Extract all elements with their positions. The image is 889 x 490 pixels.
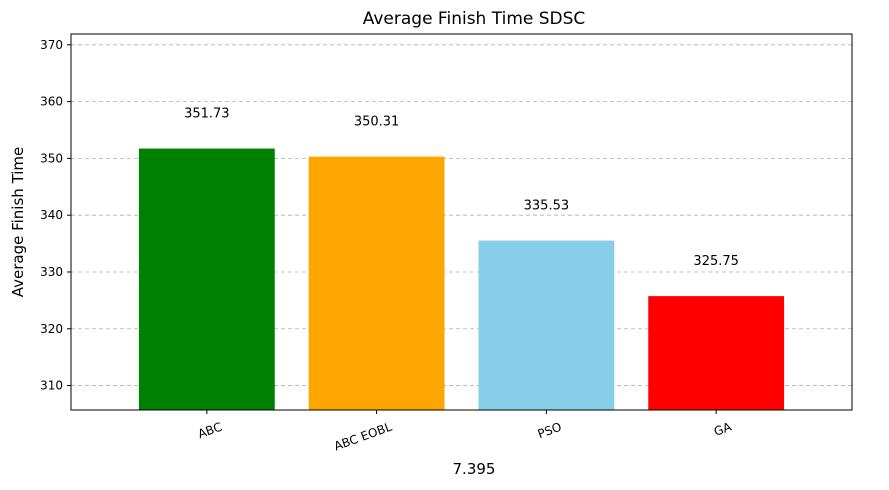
y-tick-label: 310 (40, 379, 63, 393)
bar (648, 296, 785, 410)
data-label: 350.31 (354, 115, 400, 130)
x-tick-label: GA (712, 419, 734, 438)
data-label: 335.53 (524, 199, 570, 214)
data-labels: 351.73 350.31 335.53 325.75 (184, 107, 739, 270)
bar (478, 240, 615, 410)
y-tick-label: 360 (40, 95, 63, 109)
y-tick-label: 350 (40, 151, 63, 165)
y-axis-ticks: 310 320 330 340 350 360 370 (40, 38, 71, 393)
y-tick-label: 330 (40, 265, 63, 279)
x-axis-ticks: ABC ABC EOBL PSO GA (196, 410, 734, 453)
y-tick-label: 340 (40, 208, 63, 222)
x-tick-label: PSO (536, 420, 564, 441)
y-tick-label: 320 (40, 322, 63, 336)
plot-frame (70, 33, 853, 411)
bar (138, 148, 275, 410)
y-tick-label: 370 (40, 38, 63, 52)
data-label: 351.73 (184, 107, 230, 122)
y-axis-label: Average Finish Time (9, 147, 27, 298)
chart-title: Average Finish Time SDSC (363, 9, 586, 29)
x-tick-label: ABC (196, 420, 224, 442)
data-label: 325.75 (693, 254, 739, 269)
bars (138, 148, 785, 410)
x-tick-label: ABC EOBL (332, 420, 394, 454)
x-axis-label: 7.395 (453, 460, 496, 478)
bar (308, 156, 445, 410)
